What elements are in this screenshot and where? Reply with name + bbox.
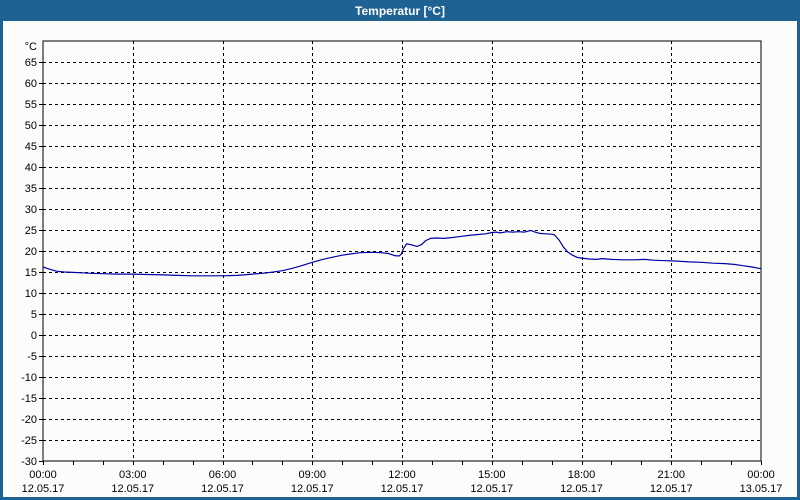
y-tick-label: 40 bbox=[25, 162, 37, 174]
temperature-chart: 65605550454035302520151050-5-10-15-20-25… bbox=[21, 40, 783, 495]
y-tick-label: -5 bbox=[27, 351, 37, 363]
x-tick-time-label: 06:00 bbox=[209, 469, 237, 481]
x-tick-time-label: 00:00 bbox=[29, 469, 57, 481]
x-tick-date-label: 12.05.17 bbox=[650, 483, 693, 495]
x-tick-date-label: 12.05.17 bbox=[381, 483, 424, 495]
y-tick-label: 20 bbox=[25, 246, 37, 258]
x-tick-time-label: 00:00 bbox=[747, 469, 775, 481]
x-tick-date-label: 12.05.17 bbox=[560, 483, 603, 495]
y-tick-label: 65 bbox=[25, 57, 37, 69]
y-tick-label: 35 bbox=[25, 183, 37, 195]
window-title-bar[interactable]: Temperatur [°C] bbox=[3, 3, 797, 21]
y-tick-label: 55 bbox=[25, 99, 37, 111]
y-tick-label: -30 bbox=[21, 456, 37, 468]
x-tick-date-label: 12.05.17 bbox=[22, 483, 65, 495]
x-tick-time-label: 21:00 bbox=[657, 469, 685, 481]
y-tick-label: 60 bbox=[25, 78, 37, 90]
x-tick-date-label: 12.05.17 bbox=[291, 483, 334, 495]
x-tick-time-label: 03:00 bbox=[119, 469, 147, 481]
window-title: Temperatur [°C] bbox=[355, 4, 445, 18]
y-tick-label: 0 bbox=[31, 330, 37, 342]
x-tick-date-label: 12.05.17 bbox=[201, 483, 244, 495]
x-tick-date-label: 12.05.17 bbox=[470, 483, 513, 495]
x-tick-date-label: 13.05.17 bbox=[740, 483, 783, 495]
y-tick-label: -15 bbox=[21, 393, 37, 405]
y-tick-label: -25 bbox=[21, 435, 37, 447]
y-tick-label: 15 bbox=[25, 267, 37, 279]
x-tick-time-label: 15:00 bbox=[478, 469, 506, 481]
chart-area: 65 60 55 50 45 40 35 30 25 20 15 10 5 0 -5 -10 -15 -20 -25… bbox=[3, 21, 797, 496]
y-axis-labels: 65605550454035302520151050-5-10-15-20-25… bbox=[21, 41, 37, 468]
y-tick-label: -20 bbox=[21, 414, 37, 426]
y-tick-label: 10 bbox=[25, 288, 37, 300]
x-axis-labels: 00:00 12.05.17 03:00 12.05.17 06:00 12.05.17 0… bbox=[22, 469, 783, 495]
x-tick-time-label: 18:00 bbox=[568, 469, 596, 481]
y-tick-label: 50 bbox=[25, 120, 37, 132]
y-tick-label: 5 bbox=[31, 309, 37, 321]
y-tick-label: -10 bbox=[21, 372, 37, 384]
temperature-series bbox=[42, 229, 762, 277]
y-tick-label: 25 bbox=[25, 225, 37, 237]
x-tick-date-label: 12.05.17 bbox=[111, 483, 154, 495]
y-tick-label: 45 bbox=[25, 141, 37, 153]
temperature-line bbox=[42, 229, 762, 277]
plot-frame-and-ticks bbox=[39, 40, 762, 465]
y-axis-unit-label: °C bbox=[25, 41, 37, 53]
y-tick-label: 30 bbox=[25, 204, 37, 216]
x-tick-time-label: 12:00 bbox=[388, 469, 416, 481]
x-tick-time-label: 09:00 bbox=[298, 469, 326, 481]
